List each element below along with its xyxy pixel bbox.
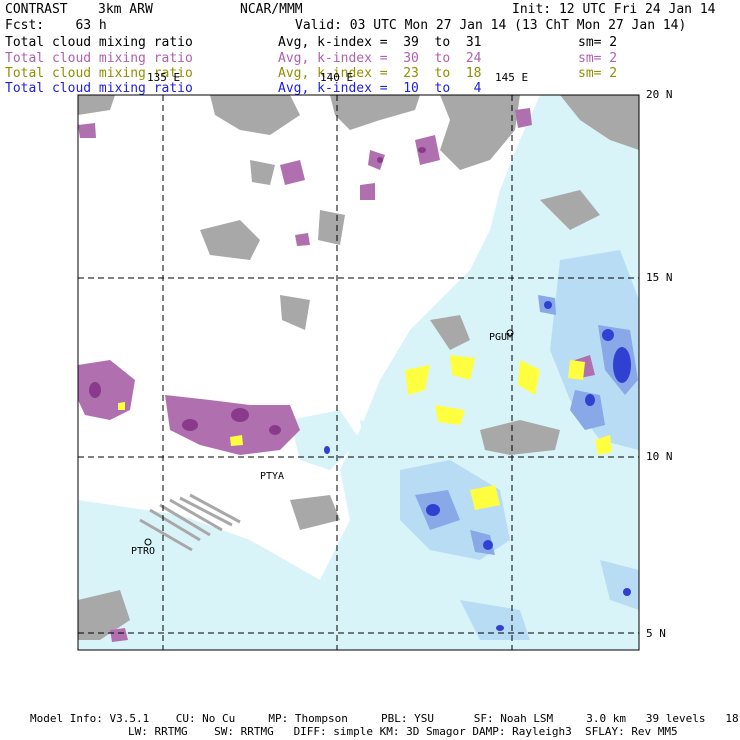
map-frame (77, 94, 640, 651)
gray-streak-region (139, 493, 241, 552)
lon-label-145: 145 E (495, 71, 529, 84)
legend-smooth-2: sm= 2 (578, 51, 618, 66)
station-label-ptya: PTYA (260, 471, 285, 482)
lat-label-5: 5 N (646, 627, 666, 640)
legend-field-4: Total cloud mixing ratio (5, 81, 193, 96)
legend-stat-2: Avg, k-index = 30 to 24 (278, 51, 482, 66)
legend-smooth-3: sm= 2 (578, 66, 618, 81)
valid-time: Valid: 03 UTC Mon 27 Jan 14 (13 ChT Mon … (295, 18, 687, 33)
legend-stat-3: Avg, k-index = 23 to 18 (278, 66, 482, 81)
product-label: CONTRAST (5, 2, 68, 17)
map-field (78, 95, 639, 650)
station-marker-pgum (506, 329, 514, 337)
station-label-ptro: PTRO (131, 546, 156, 557)
legend-stat-1: Avg, k-index = 39 to 31 (278, 35, 482, 50)
legend-field-1: Total cloud mixing ratio (5, 35, 193, 50)
init-time: Init: 12 UTC Fri 24 Jan 14 (512, 2, 716, 17)
legend-smooth-1: sm= 2 (578, 35, 618, 50)
footer-model-info: Model Info: V3.5.1 CU: No Cu MP: Thompso… (30, 712, 740, 725)
forecast-hour: Fcst: 63 h (5, 18, 107, 33)
lat-label-20: 20 N (646, 88, 673, 101)
dark-purple-cloud-region (89, 147, 426, 435)
legend-field-2: Total cloud mixing ratio (5, 51, 193, 66)
gray-cloud-region (78, 95, 639, 640)
yellow-cloud-region (118, 355, 612, 510)
legend-stat-4: Avg, k-index = 10 to 4 (278, 81, 482, 96)
lat-label-15: 15 N (646, 271, 673, 284)
legend-field-3: Total cloud mixing ratio (5, 66, 193, 81)
org-label: NCAR/MMM (240, 2, 303, 17)
lat-label-10: 10 N (646, 450, 673, 463)
model-label: 3km ARW (98, 2, 153, 17)
strong-blue-cloud-region (324, 301, 631, 631)
station-marker-ptro (144, 538, 152, 546)
lon-label-140: 140 E (320, 71, 354, 84)
station-label-pgum: PGUM (489, 332, 514, 343)
graticule (78, 95, 639, 650)
footer-physics-info: LW: RRTMG SW: RRTMG DIFF: simple KM: 3D … (128, 725, 678, 738)
lon-label-135: 135 E (147, 71, 181, 84)
